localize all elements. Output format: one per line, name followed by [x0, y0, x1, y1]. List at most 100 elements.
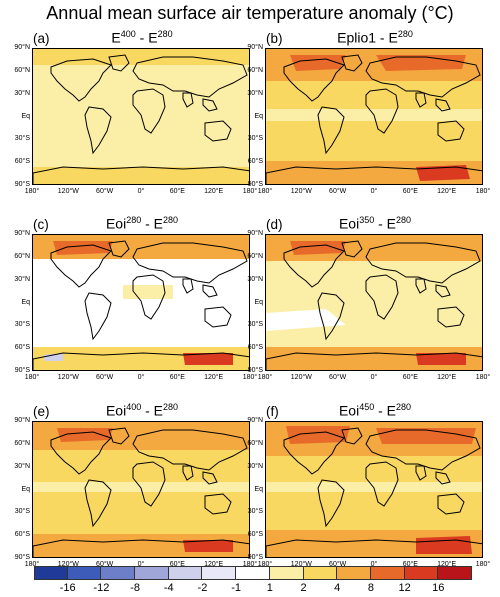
latitude-label: 60°S [247, 344, 263, 352]
coastline [33, 352, 249, 370]
anomaly-region [286, 426, 350, 444]
coastline [50, 58, 112, 102]
colorbar-cell [34, 566, 68, 580]
latitude-label: 60°S [14, 531, 30, 539]
latitude-label: 30°N [247, 275, 263, 283]
latitude-label: 60°N [247, 66, 263, 74]
colorbar-tick-label: -2 [197, 582, 208, 594]
longitude-label: 60°W [329, 561, 347, 568]
colorbar-tick-label: -1 [231, 582, 242, 594]
map-panel [32, 421, 250, 558]
anomaly-region [416, 353, 466, 365]
latitude-label: 60°S [14, 344, 30, 352]
colorbar-cell [303, 566, 338, 580]
anomaly-region [123, 285, 173, 299]
colorbar-cell [404, 566, 439, 580]
coastline [435, 98, 451, 112]
panel-title: E400 - E280 [111, 29, 173, 46]
map-panel [265, 234, 483, 371]
map-panel [265, 421, 483, 558]
latitude-label: 60°S [14, 158, 30, 166]
coastline [435, 284, 451, 298]
longitude-label: 120°E [204, 188, 224, 195]
panel-title: Eoi400 - E280 [105, 402, 179, 419]
longitude-label: 180° [242, 374, 258, 381]
coastline [266, 352, 482, 370]
coastline [317, 106, 345, 155]
longitude-label: 0° [370, 561, 378, 568]
figure-title: Annual mean surface air temperature anom… [46, 3, 454, 23]
coastline [132, 461, 166, 507]
anomaly-region [183, 540, 233, 552]
latitude-label: 60°N [247, 252, 263, 260]
latitude-label: 90°S [14, 367, 30, 374]
panel-title: Eplio1 - E280 [337, 29, 413, 46]
coastline [283, 431, 345, 475]
anomaly-region [290, 55, 346, 71]
colorbar-tick-label: -4 [163, 582, 174, 594]
anomaly-region [33, 49, 249, 65]
anomaly-region [416, 536, 472, 554]
longitude-label: 60°W [96, 561, 114, 568]
latitude-label: 90°S [247, 554, 263, 561]
panel-title: Eoi280 - E280 [105, 215, 179, 232]
coastline [182, 465, 194, 481]
coastline [266, 166, 482, 184]
latitude-label: 60°N [14, 439, 30, 447]
map-panel [32, 48, 250, 185]
colorbar-cell [202, 566, 237, 580]
colorbar-cell [236, 566, 270, 580]
latitude-label: 60°N [247, 439, 263, 447]
coastline [182, 278, 194, 294]
latitude-label: 30°S [14, 508, 30, 516]
longitude-label: 180° [24, 188, 40, 195]
longitude-label: 180° [24, 374, 40, 381]
longitude-label: 180° [257, 561, 273, 568]
coastline [202, 284, 218, 298]
latitude-label: 90°S [14, 554, 30, 561]
colorbar-tick-label: 8 [367, 582, 374, 594]
coastline [132, 88, 166, 134]
longitude-label: 180° [475, 561, 491, 568]
panel-title: Eoi450 - E280 [338, 402, 412, 419]
latitude-label: 90°S [247, 181, 263, 188]
longitude-label: 0° [137, 561, 145, 568]
anomaly-region [290, 241, 346, 255]
coastline [204, 120, 232, 142]
colorbar-cell [101, 566, 136, 580]
latitude-label: Eq [254, 485, 263, 493]
coastline [50, 431, 112, 475]
coastline [84, 479, 112, 528]
longitude-label: 180° [242, 188, 258, 195]
longitude-label: 120°W [57, 374, 79, 381]
colorbar-tick-label: 2 [300, 582, 307, 594]
anomaly-region [53, 241, 113, 255]
longitude-label: 60°E [169, 188, 185, 195]
longitude-label: 60°W [96, 188, 114, 195]
coastline [365, 88, 399, 134]
colorbar-tick-label: -16 [59, 582, 76, 594]
coastline [202, 98, 218, 112]
longitude-label: 180° [475, 188, 491, 195]
longitude-label: 180° [24, 561, 40, 568]
longitude-label: 180° [257, 188, 273, 195]
coastline [132, 429, 248, 471]
latitude-label: 60°S [247, 531, 263, 539]
latitude-label: 90°N [247, 417, 263, 424]
longitude-label: 60°E [402, 188, 418, 195]
longitude-label: 0° [370, 188, 378, 195]
longitude-label: 120°E [437, 561, 457, 568]
latitude-label: Eq [21, 112, 30, 120]
panel-label: (f) [266, 404, 279, 419]
anomaly-region [43, 353, 63, 361]
latitude-label: 30°S [14, 135, 30, 143]
coastline [317, 479, 345, 528]
longitude-label: 0° [137, 188, 145, 195]
longitude-label: 60°E [402, 561, 418, 568]
colorbar-cell [135, 566, 169, 580]
coastline [266, 539, 482, 557]
colorbar-cell [67, 566, 102, 580]
coastline [108, 427, 130, 445]
longitude-label: 0° [137, 374, 145, 381]
coastline [365, 56, 481, 98]
